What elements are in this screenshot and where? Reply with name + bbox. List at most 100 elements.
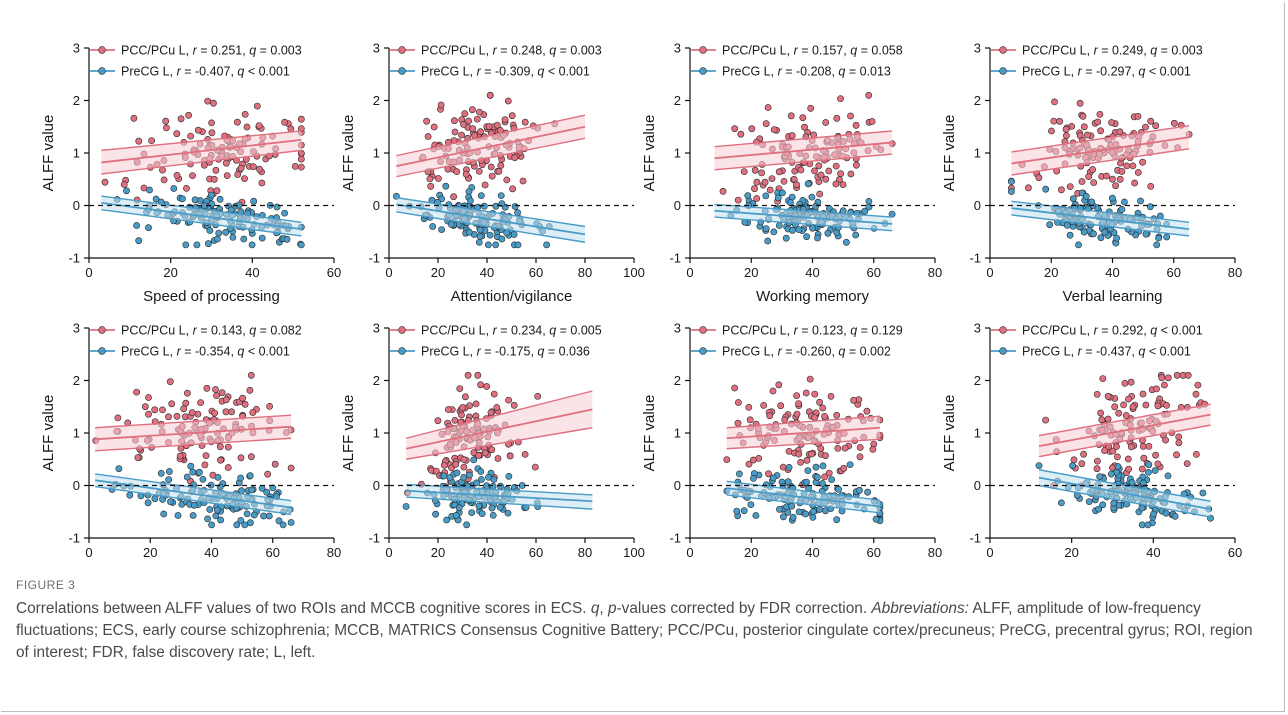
data-point bbox=[281, 118, 288, 126]
data-point bbox=[1107, 470, 1115, 478]
data-point bbox=[1199, 489, 1207, 497]
data-point bbox=[146, 186, 153, 194]
legend-marker bbox=[999, 347, 1007, 355]
pcc-ci-upper bbox=[396, 114, 586, 157]
data-point bbox=[466, 471, 473, 479]
data-point bbox=[246, 472, 254, 480]
data-point bbox=[770, 126, 778, 134]
legend-label: PCC/PCu L, r = 0.234, q = 0.005 bbox=[421, 324, 602, 338]
data-point bbox=[1184, 371, 1192, 379]
y-tick-label: 3 bbox=[974, 41, 981, 56]
data-point bbox=[1098, 416, 1106, 424]
data-point bbox=[1139, 442, 1147, 450]
pcc-fit-line bbox=[405, 408, 593, 450]
data-point bbox=[160, 510, 168, 518]
data-point bbox=[233, 521, 241, 529]
data-point bbox=[151, 495, 159, 503]
figure-caption-text: Correlations between ALFF values of two … bbox=[16, 598, 1266, 664]
pcc-ci-lower bbox=[406, 427, 593, 460]
data-point bbox=[1062, 125, 1070, 133]
y-tick-label: -1 bbox=[68, 251, 80, 266]
legend-marker bbox=[999, 46, 1007, 54]
data-point bbox=[509, 185, 516, 193]
data-point bbox=[423, 117, 430, 125]
data-point bbox=[460, 121, 467, 128]
data-point bbox=[531, 463, 539, 471]
data-point bbox=[795, 450, 803, 458]
data-point bbox=[1175, 433, 1183, 441]
data-point bbox=[497, 192, 505, 199]
data-point bbox=[237, 454, 245, 462]
data-point bbox=[514, 209, 521, 216]
data-point bbox=[215, 229, 223, 237]
data-point bbox=[737, 130, 745, 138]
data-point bbox=[476, 226, 484, 234]
data-point bbox=[761, 178, 769, 186]
x-axis-label: Speed of processing bbox=[143, 288, 280, 305]
data-point bbox=[752, 512, 760, 519]
data-point bbox=[222, 396, 230, 404]
data-point bbox=[1162, 436, 1169, 444]
data-point bbox=[446, 474, 454, 481]
data-point bbox=[774, 194, 782, 202]
data-point bbox=[199, 475, 207, 483]
data-point bbox=[133, 222, 140, 229]
data-point bbox=[835, 485, 842, 493]
data-point bbox=[434, 417, 442, 425]
data-point bbox=[168, 400, 176, 408]
data-point bbox=[1163, 401, 1170, 409]
data-point bbox=[212, 386, 219, 393]
data-point bbox=[187, 462, 195, 470]
x-axis-label: Attention/vigilance bbox=[451, 288, 573, 305]
legend-label: PCC/PCu L, r = 0.143, q = 0.082 bbox=[121, 324, 302, 338]
data-point bbox=[839, 181, 847, 188]
x-tick-label: 80 bbox=[928, 265, 942, 280]
data-point bbox=[183, 473, 191, 481]
data-point bbox=[208, 200, 216, 208]
data-point bbox=[458, 411, 465, 419]
data-point bbox=[495, 167, 503, 175]
data-point bbox=[475, 452, 483, 459]
x-tick-label: 0 bbox=[385, 545, 392, 560]
data-point bbox=[740, 168, 748, 175]
data-point bbox=[250, 197, 258, 205]
data-point bbox=[462, 170, 470, 178]
data-point bbox=[734, 196, 742, 204]
data-point bbox=[115, 465, 123, 473]
legend-marker bbox=[398, 326, 406, 334]
data-point bbox=[506, 452, 514, 460]
precg-ci-lower bbox=[1038, 484, 1211, 518]
data-point bbox=[749, 456, 757, 464]
data-point bbox=[402, 503, 410, 510]
data-point bbox=[837, 170, 844, 178]
data-point bbox=[477, 381, 484, 389]
data-point bbox=[827, 392, 835, 400]
data-point bbox=[488, 446, 496, 454]
pcc-ci-upper bbox=[405, 390, 593, 439]
y-axis-label: ALFF value bbox=[641, 395, 658, 472]
data-point bbox=[207, 191, 215, 199]
data-point bbox=[477, 468, 485, 475]
data-point bbox=[459, 404, 466, 411]
data-point bbox=[852, 121, 860, 129]
data-point bbox=[497, 482, 504, 490]
data-point bbox=[273, 203, 281, 211]
data-point bbox=[762, 225, 770, 232]
data-point bbox=[498, 235, 506, 243]
data-point bbox=[1104, 415, 1112, 423]
precg-ci-lower bbox=[406, 496, 593, 510]
data-point bbox=[1046, 221, 1054, 229]
data-point bbox=[1140, 454, 1148, 462]
legend-marker bbox=[98, 347, 106, 355]
data-point bbox=[135, 137, 143, 145]
data-point bbox=[1056, 117, 1063, 125]
data-point bbox=[197, 399, 204, 406]
data-point bbox=[1116, 128, 1124, 136]
y-tick-label: -1 bbox=[669, 531, 681, 546]
data-point bbox=[217, 456, 224, 464]
data-point bbox=[447, 220, 455, 228]
data-point bbox=[519, 177, 527, 185]
data-point bbox=[237, 517, 245, 524]
x-tick-label: 0 bbox=[986, 265, 993, 280]
